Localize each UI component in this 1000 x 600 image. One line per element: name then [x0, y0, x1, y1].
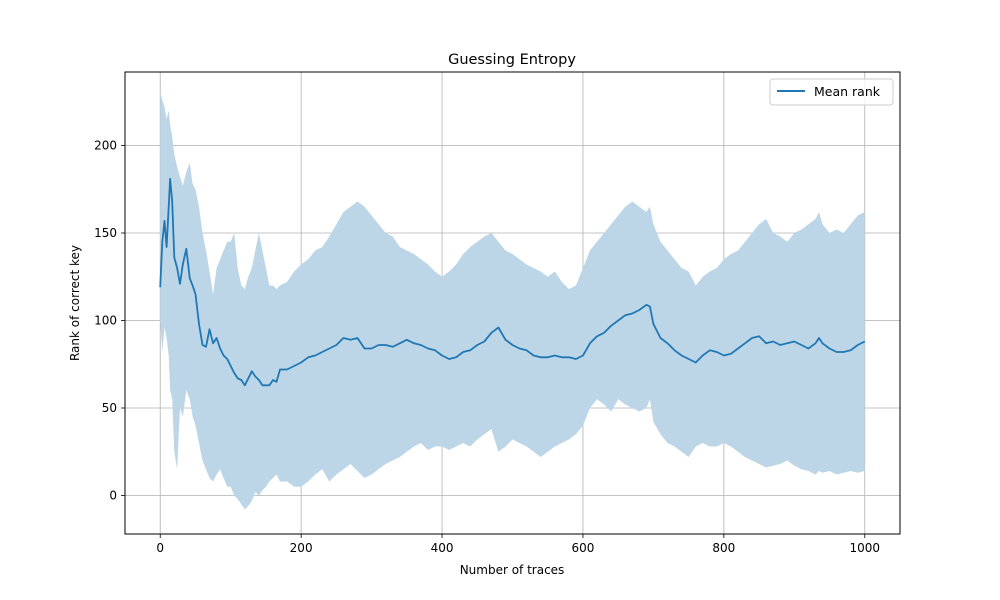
x-tick-label: 600: [572, 541, 595, 555]
mean-rank-line: [159, 177, 866, 387]
plot-frame: [124, 71, 901, 535]
y-axis-ticks: 0 50 100 150 200: [94, 139, 125, 503]
y-axis-label: Rank of correct key: [68, 245, 82, 361]
x-tick-label: 400: [431, 541, 454, 555]
legend-box: [769, 78, 894, 106]
y-tick-label: 200: [94, 139, 117, 153]
rank-spread-band: [160, 93, 865, 510]
x-axis-label: Number of traces: [460, 563, 565, 577]
y-tick-label: 50: [102, 401, 117, 415]
x-tick-label: 0: [156, 541, 164, 555]
x-tick-label: 1000: [849, 541, 880, 555]
legend-label-mean-rank: Mean rank: [814, 84, 881, 99]
legend: Mean rank: [769, 78, 894, 106]
x-axis-ticks: 0 200 400 600 800 1000: [156, 534, 880, 555]
mean-rank-series: [159, 177, 866, 387]
y-tick-label: 0: [109, 489, 117, 503]
y-tick-label: 100: [94, 314, 117, 328]
y-tick-label: 150: [94, 226, 117, 240]
spread-band: [160, 93, 865, 510]
x-tick-label: 800: [712, 541, 735, 555]
x-tick-label: 200: [290, 541, 313, 555]
chart-title: Guessing Entropy: [448, 52, 576, 68]
